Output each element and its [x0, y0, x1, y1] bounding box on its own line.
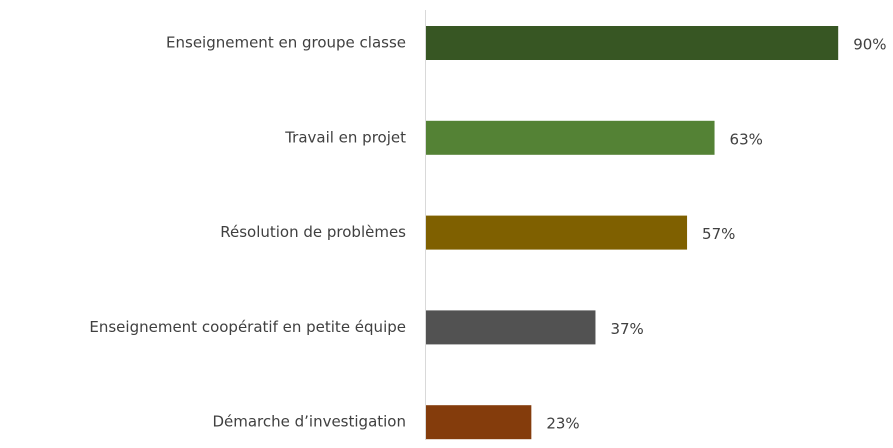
category-label: Enseignement en groupe classe — [166, 34, 406, 52]
category-label: Démarche d’investigation — [212, 413, 406, 431]
category-label: Enseignement coopératif en petite équipe — [89, 318, 406, 336]
value-label: 63% — [730, 130, 763, 148]
bar — [426, 215, 688, 250]
bar — [426, 405, 532, 440]
category-label: Résolution de problèmes — [220, 223, 406, 241]
value-label: 57% — [702, 225, 735, 243]
value-label: 37% — [610, 320, 643, 338]
category-label: Travail en projet — [284, 128, 406, 146]
bar — [426, 26, 839, 60]
bar — [426, 120, 715, 155]
value-label: 23% — [546, 415, 579, 433]
bar — [426, 310, 596, 345]
value-label: 90% — [853, 36, 886, 54]
